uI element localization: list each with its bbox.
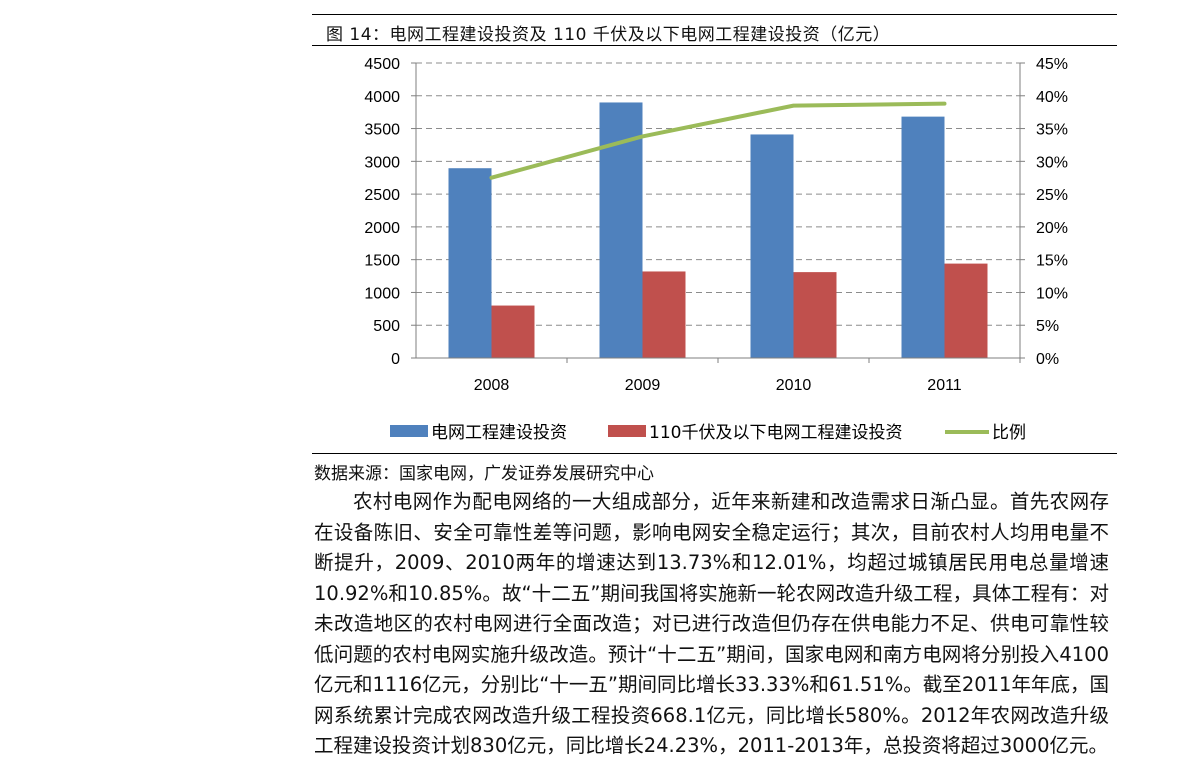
y-left-tick-label: 3500	[364, 122, 400, 139]
bar-grid-investment	[448, 168, 492, 358]
chart-tick-labels: 0 0% 500 5% 1000 10% 1500 15% 2000 20% 2500 25% 3000…	[364, 56, 1068, 394]
x-tick-label: 2010	[776, 377, 812, 394]
chart-line-series	[489, 101, 947, 180]
figure-title-rule	[312, 45, 1117, 46]
legend-grid-investment-label: 电网工程建设投资	[431, 423, 567, 443]
y-right-tick-label: 45%	[1036, 56, 1068, 73]
bar-rural-110kv-investment	[793, 272, 837, 358]
y-right-tick-label: 35%	[1036, 122, 1068, 139]
x-tick-label: 2008	[474, 377, 510, 394]
bar-grid-investment	[901, 116, 945, 358]
y-left-tick-label: 2000	[364, 220, 400, 237]
combo-chart: 0 0% 500 5% 1000 10% 1500 15% 2000 20% 2500 25% 3000…	[364, 56, 1068, 443]
y-right-tick-label: 20%	[1036, 220, 1068, 237]
legend-rural-110kv-investment-swatch	[608, 425, 646, 437]
y-right-tick-label: 30%	[1036, 154, 1068, 171]
y-left-tick-label: 4500	[364, 56, 400, 73]
y-left-tick-label: 500	[373, 318, 400, 335]
y-right-tick-label: 15%	[1036, 253, 1068, 270]
y-right-tick-label: 25%	[1036, 187, 1068, 204]
y-right-tick-label: 10%	[1036, 285, 1068, 302]
bar-rural-110kv-investment	[491, 305, 535, 358]
bar-rural-110kv-investment	[944, 263, 988, 358]
y-right-tick-label: 40%	[1036, 89, 1068, 106]
y-left-tick-label: 1000	[364, 285, 400, 302]
y-left-tick-label: 0	[391, 351, 400, 368]
x-tick-label: 2009	[625, 377, 661, 394]
y-left-tick-label: 4000	[364, 89, 400, 106]
figure-title: 图 14：电网工程建设投资及 110 千伏及以下电网工程建设投资（亿元）	[326, 25, 891, 45]
legend-grid-investment-swatch	[390, 425, 428, 437]
chart-legend: 电网工程建设投资 110千伏及以下电网工程建设投资 比例	[390, 423, 1026, 443]
chart-bars	[448, 102, 988, 358]
y-right-tick-label: 0%	[1036, 351, 1059, 368]
ratio-line	[489, 101, 947, 180]
figure-top-rule	[312, 14, 1117, 15]
y-left-tick-label: 1500	[364, 253, 400, 270]
bar-grid-investment	[750, 134, 794, 358]
figure-bottom-rule	[312, 453, 1117, 454]
y-right-tick-label: 5%	[1036, 318, 1059, 335]
source-note: 数据来源：国家电网，广发证券发展研究中心	[314, 464, 654, 484]
legend-rural-110kv-investment-label: 110千伏及以下电网工程建设投资	[649, 423, 902, 443]
x-tick-label: 2011	[927, 377, 962, 394]
bar-rural-110kv-investment	[642, 271, 686, 358]
legend-ratio-label: 比例	[992, 423, 1026, 443]
y-left-tick-label: 3000	[364, 154, 400, 171]
body-paragraph: 农村电网作为配电网络的一大组成部分，近年来新建和改造需求日渐凸显。首先农网存在设…	[314, 490, 1109, 757]
chart-axes	[411, 62, 1025, 363]
y-left-tick-label: 2500	[364, 187, 400, 204]
